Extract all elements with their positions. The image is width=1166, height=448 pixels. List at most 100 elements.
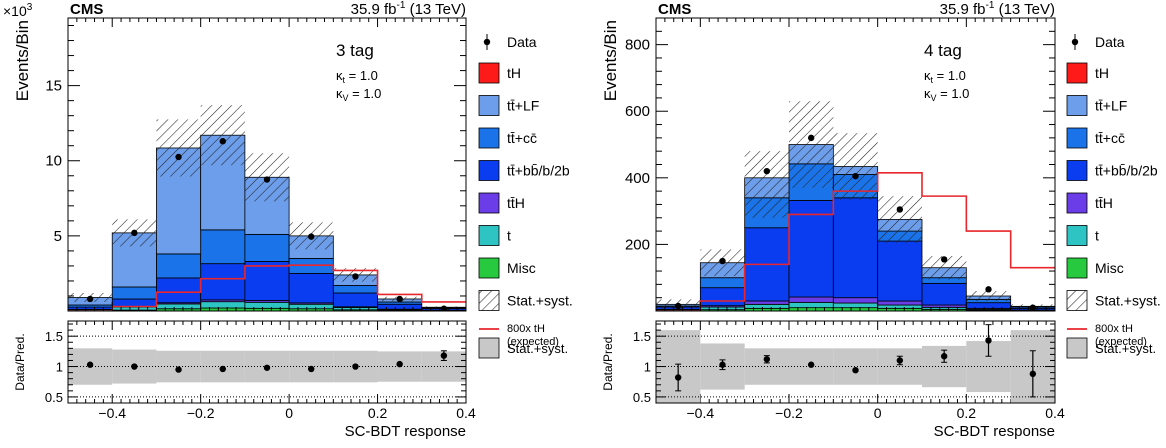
legend-label-ttH: tt̄H bbox=[507, 195, 525, 211]
legend-swatch-ttLF bbox=[1067, 96, 1087, 116]
y-tick-label: 10 bbox=[45, 153, 62, 170]
legend-swatch-misc bbox=[479, 258, 499, 278]
data-point-0 bbox=[87, 296, 93, 302]
legend-data-marker bbox=[484, 39, 490, 45]
ratio-point-5 bbox=[897, 357, 903, 363]
bar-t-2 bbox=[156, 304, 200, 309]
lumi-label: 35.9 fb-1 (13 TeV) bbox=[351, 0, 466, 18]
ratio-plot-area bbox=[656, 325, 1055, 403]
data-point-2 bbox=[764, 168, 770, 174]
legend-label-ttbb: tt̄+bb̄/b/2b bbox=[507, 163, 570, 179]
x-tick-label: 0.4 bbox=[1045, 405, 1065, 421]
legend-swatch-ttLF bbox=[479, 96, 499, 116]
x-axis-label: SC-BDT response bbox=[345, 423, 466, 440]
bar-ttbb-2 bbox=[156, 278, 200, 303]
ratio-y-tick-label: 1 bbox=[56, 360, 63, 375]
ratio-point-3 bbox=[220, 366, 226, 372]
data-point-7 bbox=[985, 286, 991, 292]
bar-t-4 bbox=[833, 303, 877, 308]
bar-ttcc-4 bbox=[245, 234, 289, 261]
y-tick-label: 400 bbox=[625, 170, 650, 187]
ratio-point-1 bbox=[719, 362, 725, 368]
data-point-7 bbox=[396, 296, 402, 302]
ratio-y-axis-label: Data/Pred. bbox=[601, 333, 615, 390]
y-axis-label: Events/Bin bbox=[13, 20, 32, 101]
y-axis-label: Events/Bin bbox=[601, 20, 620, 101]
ratio-legend-label: Stat.+syst. bbox=[507, 341, 568, 356]
ratio-y-tick-label: 0.5 bbox=[45, 390, 63, 405]
x-axis-label: SC-BDT response bbox=[934, 423, 1055, 440]
legend-label-ttcc: tt̄+cc̄ bbox=[507, 130, 537, 146]
bar-ttbb-7 bbox=[966, 303, 1010, 309]
legend-swatch-t bbox=[1067, 226, 1087, 246]
x-tick-label: 0 bbox=[874, 405, 882, 421]
data-point-8 bbox=[1030, 304, 1036, 310]
legend-swatch-ttH bbox=[479, 193, 499, 213]
bar-ttcc-6 bbox=[333, 285, 377, 293]
bar-ttbb-5 bbox=[289, 273, 333, 302]
x-tick-label: 0.2 bbox=[368, 405, 388, 421]
legend-label-tH: tH bbox=[1095, 65, 1109, 81]
data-point-6 bbox=[352, 273, 358, 279]
lumi-label: 35.9 fb-1 (13 TeV) bbox=[940, 0, 1055, 18]
legend-swatch-ttH bbox=[1067, 193, 1087, 213]
legend-label-misc: Misc bbox=[1095, 260, 1124, 276]
y-tick-label: 200 bbox=[625, 236, 650, 253]
data-point-6 bbox=[941, 256, 947, 262]
bar-ttcc-3 bbox=[201, 230, 245, 264]
bar-ttbb-4 bbox=[833, 198, 877, 298]
legend-swatch-ttcc bbox=[1067, 128, 1087, 148]
y-tick-label: 600 bbox=[625, 103, 650, 120]
legend-label-t: t bbox=[507, 228, 511, 244]
bar-ttbb-4 bbox=[245, 261, 289, 300]
data-point-5 bbox=[897, 206, 903, 212]
legend-label-signal: 800x tH bbox=[1095, 323, 1133, 335]
legend-label-t: t bbox=[1095, 228, 1099, 244]
x-tick-label: 0 bbox=[285, 405, 293, 421]
bar-ttbb-1 bbox=[700, 288, 744, 306]
y-tick-label: 5 bbox=[54, 228, 62, 245]
data-point-5 bbox=[308, 233, 314, 239]
bar-ttH-2 bbox=[745, 301, 789, 304]
legend-swatch-stat-syst bbox=[479, 291, 499, 311]
legend: DatatHtt̄+LFtt̄+cc̄tt̄+bb̄/b/2btt̄HtMisc… bbox=[479, 34, 573, 348]
ratio-point-3 bbox=[808, 362, 814, 368]
legend-data-marker bbox=[1072, 39, 1078, 45]
ratio-y-tick-label: 1.5 bbox=[45, 329, 63, 344]
legend-swatch-tH bbox=[1067, 63, 1087, 83]
ratio-legend: Stat.+syst. bbox=[1067, 338, 1156, 358]
legend-swatch-ttcc bbox=[479, 128, 499, 148]
ratio-y-tick-label: 1.5 bbox=[633, 329, 651, 344]
x-tick-label: 0.2 bbox=[957, 405, 977, 421]
ratio-point-2 bbox=[175, 366, 181, 372]
data-point-3 bbox=[220, 138, 226, 144]
stat-syst-band-3 bbox=[789, 101, 833, 188]
bar-ttbb-6 bbox=[333, 293, 377, 307]
bar-ttH-3 bbox=[789, 297, 833, 302]
legend-swatch-tH bbox=[479, 63, 499, 83]
data-point-1 bbox=[131, 230, 137, 236]
legend: DatatHtt̄+LFtt̄+cc̄tt̄+bb̄/b/2btt̄HtMisc… bbox=[1067, 34, 1161, 348]
ratio-y-tick-label: 0.5 bbox=[633, 390, 651, 405]
legend-label-ttcc: tt̄+cc̄ bbox=[1095, 130, 1125, 146]
stat-syst-band-2 bbox=[745, 151, 789, 218]
ratio-legend-swatch bbox=[479, 338, 499, 358]
legend-swatch-stat-syst bbox=[1067, 291, 1087, 311]
ratio-y-axis-label: Data/Pred. bbox=[13, 333, 27, 390]
bar-t-3 bbox=[789, 302, 833, 307]
bar-t-5 bbox=[878, 305, 922, 308]
legend-label-ttLF: tt̄+LF bbox=[1095, 98, 1127, 114]
main-plot-area bbox=[656, 101, 1055, 311]
ratio-point-7 bbox=[985, 337, 991, 343]
stat-syst-band-4 bbox=[833, 133, 877, 200]
ratio-point-0 bbox=[87, 362, 93, 368]
bar-ttH-4 bbox=[833, 298, 877, 303]
stat-syst-band-5 bbox=[878, 196, 922, 243]
bar-ttbb-5 bbox=[878, 241, 922, 301]
x-tick-label: 0.4 bbox=[456, 405, 476, 421]
bar-ttH-5 bbox=[878, 301, 922, 305]
experiment-label: CMS bbox=[658, 1, 691, 18]
legend-label-stat-syst: Stat.+syst. bbox=[507, 293, 573, 309]
